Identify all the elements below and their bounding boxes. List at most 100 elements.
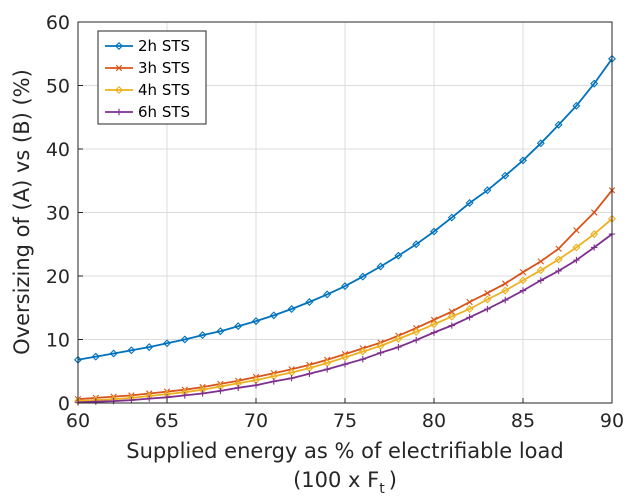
- legend: 2h STS 3h STS 4h STS 6h STS: [97, 30, 207, 125]
- legend-marker: [115, 64, 123, 72]
- data-point-6h-sts: [359, 355, 366, 363]
- y-tick-label: 60: [46, 12, 70, 34]
- data-point-3h-sts: [448, 308, 455, 315]
- data-point-4h-sts: [394, 334, 403, 343]
- x-tick-label: 90: [600, 410, 624, 432]
- x-tick-label: 65: [155, 410, 179, 432]
- legend-marker: [115, 108, 123, 116]
- legend-item-6h-sts: 6h STS: [105, 103, 190, 121]
- x-axis-label-variable: (100 x F: [293, 468, 379, 492]
- data-point-6h-sts: [217, 387, 224, 395]
- legend-marker: [115, 86, 123, 94]
- legend-label: 2h STS: [138, 37, 190, 55]
- data-point-4h-sts: [501, 286, 510, 295]
- data-point-2h-sts: [412, 240, 421, 249]
- data-point-2h-sts: [430, 227, 438, 236]
- y-tick-label: 10: [46, 330, 70, 352]
- data-point-2h-sts: [394, 251, 403, 260]
- x-tick-label: 60: [66, 410, 90, 432]
- y-tick-label: 50: [46, 76, 70, 98]
- data-point-2h-sts: [305, 298, 314, 307]
- legend-item-3h-sts: 3h STS: [105, 59, 190, 77]
- data-point-2h-sts: [501, 171, 510, 180]
- data-point-6h-sts: [395, 343, 402, 351]
- legend-item-2h-sts: 2h STS: [105, 37, 190, 55]
- series-line-2h-sts: [77, 58, 613, 361]
- data-point-6h-sts: [146, 395, 153, 402]
- x-axis-label-subscript: t: [379, 481, 385, 497]
- data-point-2h-sts: [109, 349, 118, 358]
- data-point-3h-sts: [537, 258, 544, 265]
- legend-marker: [115, 42, 123, 50]
- data-point-4h-sts: [483, 295, 492, 304]
- data-point-2h-sts: [252, 317, 260, 326]
- data-point-2h-sts: [163, 339, 171, 348]
- data-point-6h-sts: [555, 267, 562, 275]
- y-tick-label: 20: [46, 266, 70, 288]
- legend-label: 3h STS: [138, 59, 190, 77]
- data-point-3h-sts: [484, 289, 491, 297]
- data-point-2h-sts: [536, 139, 545, 148]
- data-point-6h-sts: [413, 336, 420, 344]
- ticks: 60 65 70 75 80 85 90 0 10 20 30 40 50 60: [46, 12, 624, 432]
- y-axis-label: Oversizing of (A) vs (B) (%): [10, 69, 34, 355]
- data-point-6h-sts: [341, 361, 349, 368]
- data-point-2h-sts: [323, 290, 332, 299]
- data-point-2h-sts: [269, 311, 278, 320]
- data-point-4h-sts: [412, 327, 421, 336]
- legend-item-4h-sts: 4h STS: [105, 81, 190, 99]
- data-point-6h-sts: [324, 366, 331, 373]
- data-point-3h-sts: [591, 209, 598, 216]
- data-point-3h-sts: [502, 280, 509, 287]
- legend-label: 6h STS: [138, 103, 190, 121]
- data-point-2h-sts: [465, 198, 474, 207]
- series-layer: [74, 54, 616, 406]
- data-point-6h-sts: [252, 382, 260, 389]
- data-point-6h-sts: [235, 384, 242, 391]
- data-point-4h-sts: [465, 305, 474, 313]
- x-tick-label: 70: [244, 410, 268, 432]
- data-point-4h-sts: [430, 320, 438, 329]
- data-point-6h-sts: [181, 392, 188, 399]
- data-point-6h-sts: [591, 244, 598, 251]
- data-point-2h-sts: [198, 331, 207, 340]
- data-point-3h-sts: [573, 227, 580, 234]
- data-point-2h-sts: [447, 213, 456, 222]
- data-point-2h-sts: [572, 101, 581, 110]
- y-tick-label: 30: [46, 203, 70, 225]
- data-point-6h-sts: [502, 296, 509, 304]
- data-point-6h-sts: [92, 398, 99, 405]
- data-point-6h-sts: [484, 305, 491, 313]
- data-point-4h-sts: [358, 347, 367, 356]
- data-point-6h-sts: [128, 396, 135, 404]
- data-point-4h-sts: [590, 230, 599, 239]
- data-point-2h-sts: [91, 352, 100, 361]
- data-point-6h-sts: [466, 314, 473, 321]
- data-point-6h-sts: [270, 378, 277, 385]
- data-point-6h-sts: [377, 349, 384, 357]
- data-point-2h-sts: [145, 343, 154, 352]
- data-point-2h-sts: [287, 305, 296, 313]
- x-axis-label-close: ): [389, 468, 397, 492]
- data-point-2h-sts: [341, 282, 349, 291]
- data-point-3h-sts: [466, 298, 473, 306]
- data-point-4h-sts: [572, 243, 581, 252]
- data-point-6h-sts: [306, 370, 313, 377]
- data-point-2h-sts: [180, 335, 189, 344]
- data-point-6h-sts: [537, 277, 544, 284]
- x-tick-label: 85: [511, 410, 535, 432]
- data-point-2h-sts: [376, 262, 385, 271]
- data-point-2h-sts: [483, 186, 492, 195]
- data-point-4h-sts: [519, 276, 527, 285]
- data-point-2h-sts: [216, 327, 225, 336]
- y-tick-label: 0: [58, 393, 70, 415]
- legend-label: 4h STS: [138, 81, 190, 99]
- data-point-6h-sts: [288, 375, 295, 382]
- data-point-2h-sts: [590, 79, 599, 88]
- data-point-6h-sts: [519, 287, 527, 294]
- data-point-6h-sts: [199, 390, 206, 397]
- data-point-6h-sts: [430, 329, 438, 336]
- x-tick-label: 80: [422, 410, 446, 432]
- data-point-2h-sts: [358, 272, 367, 281]
